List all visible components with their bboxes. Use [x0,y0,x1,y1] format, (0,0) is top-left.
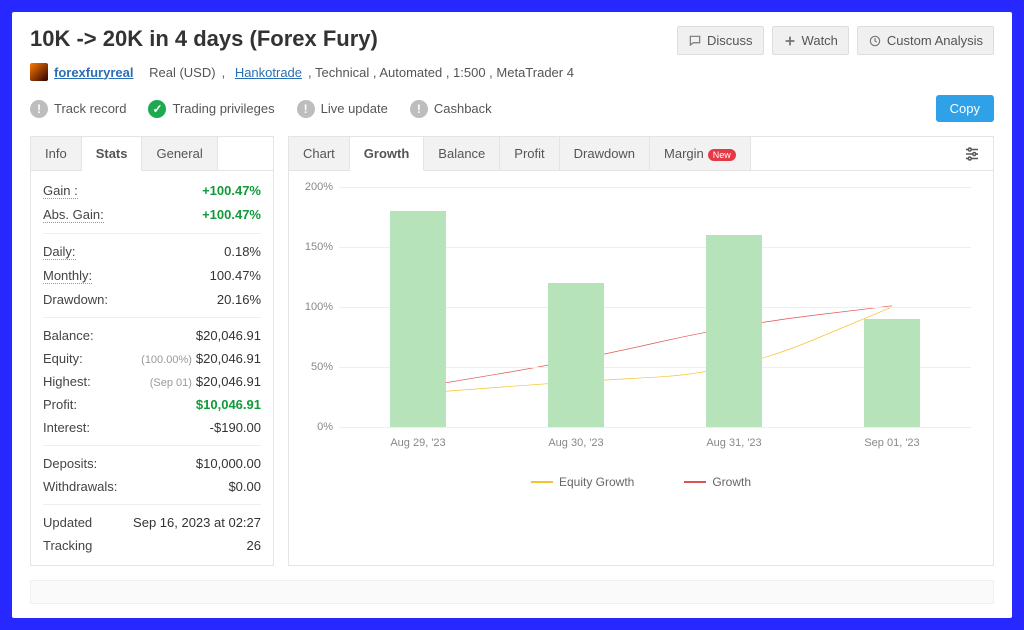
deposits-value: $10,000.00 [196,456,261,471]
discuss-button[interactable]: Discuss [677,26,764,55]
legend-label: Equity Growth [559,475,634,489]
tracking-value: 26 [247,538,261,553]
y-tick: 50% [311,361,333,373]
legend-swatch [531,481,553,483]
x-tick: Sep 01, '23 [813,437,971,449]
withdrawals-label: Withdrawals: [43,479,117,494]
copy-button[interactable]: Copy [936,95,994,122]
chart-bar [864,319,920,427]
chart-line [418,307,892,393]
y-tick: 0% [317,421,333,433]
gain-value: +100.47% [202,183,261,199]
x-tick: Aug 30, '23 [497,437,655,449]
account-meta: , Technical , Automated , 1:500 , MetaTr… [308,65,574,80]
tab-info[interactable]: Info [31,137,82,171]
watch-label: Watch [802,33,838,48]
chart-bar [706,235,762,427]
updated-label: Updated [43,515,92,530]
new-badge: New [708,149,736,161]
tab-chart[interactable]: Chart [289,137,350,171]
interest-label: Interest: [43,420,90,435]
status-live-update: ! Live update [297,100,388,118]
equity-note: (100.00%) [141,354,192,366]
balance-value: $20,046.91 [196,328,261,343]
broker-link[interactable]: Hankotrade [235,65,302,80]
legend-label: Growth [712,475,751,489]
tab-drawdown[interactable]: Drawdown [560,137,650,171]
highest-label: Highest: [43,374,91,389]
status-cashback: ! Cashback [410,100,492,118]
highest-note: (Sep 01) [150,377,192,389]
legend-item: Equity Growth [531,475,634,489]
check-icon: ✓ [148,100,166,118]
info-icon: ! [30,100,48,118]
footer-placeholder [30,580,994,604]
updated-value: Sep 16, 2023 at 02:27 [133,515,261,530]
tab-margin[interactable]: MarginNew [650,137,751,171]
account-type: Real (USD) [149,65,215,80]
status-trading-priv: ✓ Trading privileges [148,100,274,118]
absgain-label: Abs. Gain: [43,207,104,223]
stats-panel: Info Stats General Gain : +100.47% Abs. G… [30,136,274,566]
legend-swatch [684,481,706,483]
x-tick: Aug 31, '23 [655,437,813,449]
tab-balance[interactable]: Balance [424,137,500,171]
monthly-label: Monthly: [43,268,92,284]
deposits-label: Deposits: [43,456,97,471]
drawdown-label: Drawdown: [43,292,108,307]
interest-value: -$190.00 [210,420,261,435]
subheader: forexfuryreal Real (USD) , Hankotrade , … [30,63,994,81]
info-icon: ! [297,100,315,118]
tracking-label: Tracking [43,538,92,553]
page-title: 10K -> 20K in 4 days (Forex Fury) [30,26,378,52]
chart-bar [548,283,604,427]
y-tick: 100% [305,301,333,313]
tab-profit[interactable]: Profit [500,137,559,171]
watch-button[interactable]: Watch [772,26,849,55]
plus-icon [783,34,797,48]
custom-analysis-button[interactable]: Custom Analysis [857,26,994,55]
daily-label: Daily: [43,244,76,260]
chart-legend: Equity Growth Growth [289,471,993,499]
tab-general[interactable]: General [142,137,217,171]
username-link[interactable]: forexfuryreal [54,65,133,80]
balance-label: Balance: [43,328,94,343]
status-track-record: ! Track record [30,100,126,118]
tab-growth[interactable]: Growth [350,137,425,171]
avatar [30,63,48,81]
equity-label: Equity: [43,351,83,366]
chart-bar [390,211,446,427]
info-icon: ! [410,100,428,118]
chat-icon [688,34,702,48]
withdrawals-value: $0.00 [228,479,261,494]
clock-icon [868,34,882,48]
chart-panel: Chart Growth Balance Profit Drawdown Mar… [288,136,994,566]
daily-value: 0.18% [224,244,261,260]
x-tick: Aug 29, '23 [339,437,497,449]
growth-chart: 0% 50% 100% 150% 200% Aug 29, '23Aug 30, '23… [289,171,993,471]
absgain-value: +100.47% [202,207,261,223]
custom-label: Custom Analysis [887,33,983,48]
profit-value: $10,046.91 [196,397,261,412]
legend-item: Growth [684,475,751,489]
profit-label: Profit: [43,397,77,412]
settings-icon[interactable] [963,145,981,166]
gain-label: Gain : [43,183,78,199]
y-tick: 150% [305,241,333,253]
y-tick: 200% [305,181,333,193]
monthly-value: 100.47% [210,268,261,284]
chart-line [418,306,892,388]
equity-value: $20,046.91 [196,351,261,366]
highest-value: $20,046.91 [196,374,261,389]
discuss-label: Discuss [707,33,753,48]
drawdown-value: 20.16% [217,292,261,307]
tab-stats[interactable]: Stats [82,137,143,171]
